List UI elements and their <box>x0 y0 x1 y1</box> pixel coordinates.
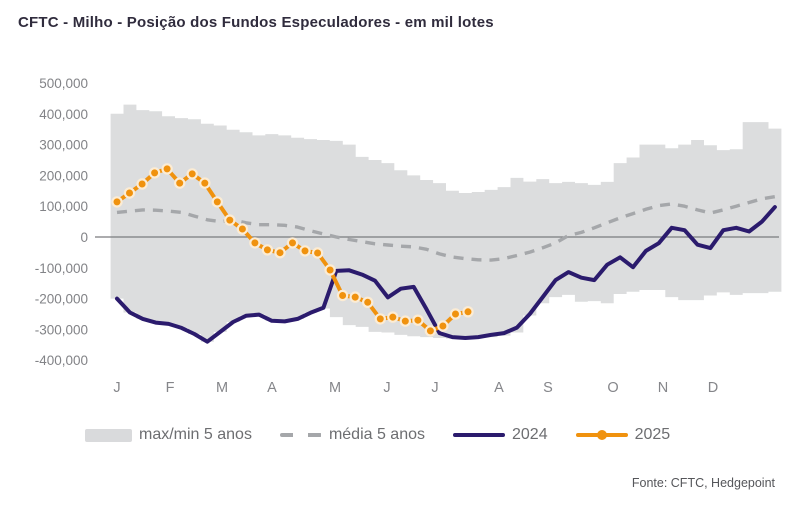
x-month-label: M <box>329 380 341 396</box>
band-maxmin-area <box>110 104 782 342</box>
marker-2025 <box>311 247 324 259</box>
legend-item-media: média 5 anos <box>279 426 425 444</box>
marker-2025 <box>274 246 286 259</box>
line-2024 <box>115 205 777 344</box>
marker-2025 <box>161 163 173 175</box>
marker-2025 <box>261 244 274 256</box>
marker-2025 <box>123 187 136 199</box>
marker-2025 <box>362 296 374 308</box>
x-month-label: F <box>166 380 175 396</box>
x-month-label: M <box>216 380 228 396</box>
marker-2025 <box>412 314 424 326</box>
marker-2025 <box>199 177 211 189</box>
y-tick-label: 200,000 <box>39 168 88 183</box>
y-tick-label: -200,000 <box>35 292 88 307</box>
marker-2025 <box>399 315 411 327</box>
marker-2025 <box>136 178 148 190</box>
marker-2025 <box>211 196 223 208</box>
x-month-label: D <box>708 380 718 396</box>
marker-2025 <box>437 320 449 332</box>
y-tick-label: 0 <box>80 230 88 245</box>
x-month-label: A <box>494 380 504 396</box>
legend-label-2024: 2024 <box>512 426 548 443</box>
marker-2025 <box>424 325 437 337</box>
y-tick-label: 400,000 <box>39 107 88 122</box>
x-month-label: A <box>267 380 277 396</box>
chart-title: CFTC - Milho - Posição dos Fundos Especu… <box>18 14 494 31</box>
x-month-label: O <box>607 380 618 396</box>
legend-label-2025: 2025 <box>634 426 671 443</box>
marker-2025 <box>387 311 399 323</box>
y-tick-label: -400,000 <box>35 353 88 368</box>
marker-2025 <box>449 308 462 320</box>
y-tick-label: 300,000 <box>39 138 88 153</box>
marker-2025 <box>462 306 474 318</box>
marker-2025 <box>336 289 349 302</box>
marker-2025 <box>148 167 161 179</box>
legend-item-2025: 2025 <box>575 426 671 444</box>
marker-2025 <box>111 196 123 208</box>
marker-2025 <box>299 245 311 257</box>
x-month-label: J <box>431 380 438 396</box>
x-month-label: S <box>543 380 553 396</box>
y-tick-label: -300,000 <box>35 322 88 337</box>
marker-2025 <box>249 237 261 249</box>
legend-label-maxmin: max/min 5 anos <box>139 426 252 443</box>
marker-2025 <box>374 313 386 325</box>
marker-2025 <box>224 214 236 226</box>
source-note: Fonte: CFTC, Hedgepoint <box>631 476 775 490</box>
band-swatch-icon <box>85 428 132 442</box>
marker-2025 <box>324 264 336 276</box>
legend-item-maxmin: max/min 5 anos <box>85 426 252 444</box>
legend-item-2024: 2024 <box>453 426 548 444</box>
x-month-label: N <box>658 380 668 396</box>
marker-2025 <box>349 291 361 303</box>
dashed-line-swatch-icon <box>279 432 322 438</box>
marker-2025 <box>286 237 299 249</box>
chart-legend: max/min 5 anos média 5 anos 2024 2025 <box>85 426 670 444</box>
orange-line-swatch-icon <box>575 430 628 440</box>
y-tick-label: 100,000 <box>39 199 88 214</box>
marker-2025 <box>173 177 186 189</box>
legend-label-media: média 5 anos <box>328 426 425 443</box>
navy-line-swatch-icon <box>453 432 505 438</box>
x-month-label: J <box>113 380 120 396</box>
marker-2025 <box>236 223 249 235</box>
marker-2025 <box>186 168 198 180</box>
orange-marker-icon <box>596 430 607 440</box>
x-month-label: J <box>383 380 390 396</box>
chart-canvas: 500,000 400,000 300,000 200,000 100,000 0 -100… <box>35 76 782 396</box>
y-tick-label: -100,000 <box>35 261 88 276</box>
y-tick-label: 500,000 <box>39 76 88 91</box>
